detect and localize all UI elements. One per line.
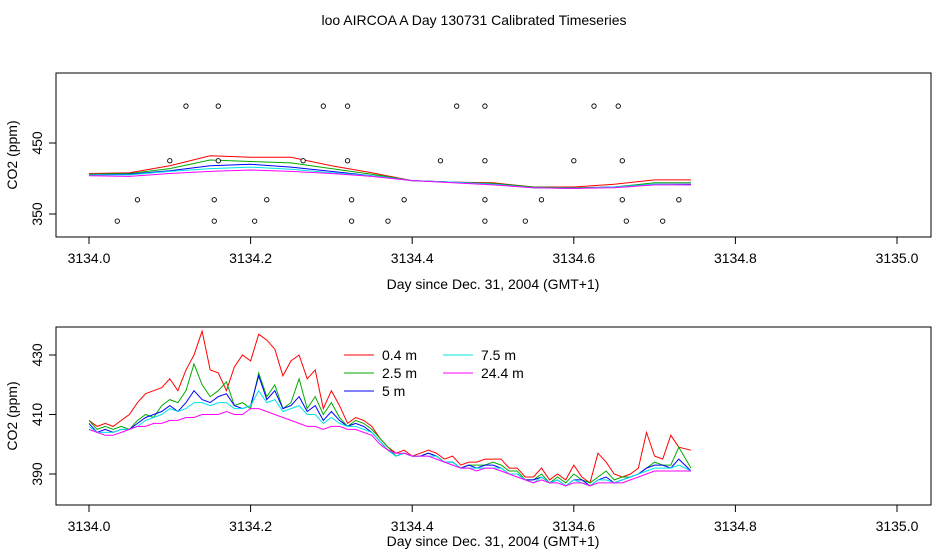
bottom-y-tick-label: 410 bbox=[29, 403, 45, 427]
top-point-marker bbox=[482, 158, 488, 164]
top-point-marker bbox=[114, 218, 120, 224]
top-point-marker bbox=[623, 218, 629, 224]
legend-label: 2.5 m bbox=[382, 365, 417, 381]
top-point-marker bbox=[522, 218, 528, 224]
top-y-tick-label: 450 bbox=[29, 131, 45, 155]
top-point-marker bbox=[167, 158, 173, 164]
bottom-x-tick-label: 3135.0 bbox=[876, 518, 919, 534]
bottom-x-tick-label: 3134.2 bbox=[229, 518, 272, 534]
top-point-marker bbox=[482, 197, 488, 203]
top-y-axis-label: CO2 (ppm) bbox=[4, 120, 20, 189]
top-point-marker bbox=[437, 158, 444, 164]
top-point-marker bbox=[183, 103, 189, 109]
top-point-marker bbox=[538, 197, 545, 203]
top-point-marker bbox=[348, 197, 355, 203]
top-point-marker bbox=[211, 197, 217, 203]
legend-label: 0.4 m bbox=[382, 347, 417, 363]
top-series-line-2-5-m bbox=[88, 159, 691, 189]
top-point-marker bbox=[453, 103, 460, 109]
top-series-line-24-4-m bbox=[88, 169, 691, 189]
top-point-marker bbox=[320, 103, 326, 109]
top-plot-frame bbox=[55, 72, 932, 238]
top-point-marker bbox=[385, 218, 391, 224]
bottom-panel: 3134.0 3134.2 3134.4 3134.6 3134.8 3135.0 390 4… bbox=[4, 326, 932, 549]
top-x-tick-label: 3134.4 bbox=[391, 250, 434, 266]
bottom-plot-frame bbox=[55, 326, 932, 506]
figure-title: loo AIRCOA A Day 130731 Calibrated Times… bbox=[321, 12, 626, 28]
top-point-marker bbox=[615, 103, 621, 109]
top-point-marker bbox=[591, 103, 597, 109]
bottom-x-tick-label: 3134.6 bbox=[552, 518, 595, 534]
top-point-marker bbox=[344, 158, 351, 164]
top-x-tick-label: 3134.0 bbox=[68, 250, 111, 266]
bottom-y-tick-label: 390 bbox=[29, 462, 45, 486]
top-point-marker bbox=[619, 158, 625, 164]
top-point-marker bbox=[348, 218, 355, 224]
top-point-marker bbox=[211, 218, 217, 224]
top-point-marker bbox=[571, 158, 577, 164]
top-x-tick-label: 3134.6 bbox=[552, 250, 595, 266]
legend-label: 5 m bbox=[382, 383, 405, 399]
bottom-x-tick-label: 3134.8 bbox=[714, 518, 757, 534]
top-panel: 3134.0 3134.2 3134.4 3134.6 3134.8 3135.0 350 4… bbox=[4, 72, 932, 292]
top-point-marker bbox=[344, 103, 351, 109]
top-point-marker bbox=[482, 103, 488, 109]
top-point-marker bbox=[251, 218, 258, 224]
top-x-tick-label: 3135.0 bbox=[876, 250, 919, 266]
top-point-marker bbox=[676, 197, 682, 203]
bottom-plot-area bbox=[88, 329, 692, 487]
legend-label: 7.5 m bbox=[481, 347, 516, 363]
top-point-marker bbox=[264, 197, 270, 203]
top-point-marker bbox=[482, 218, 488, 224]
top-point-marker bbox=[300, 158, 306, 164]
top-series-line-0-4-m bbox=[88, 155, 691, 188]
bottom-y-tick-label: 430 bbox=[29, 343, 45, 367]
top-axes: 3134.0 3134.2 3134.4 3134.6 3134.8 3135.0 350 4… bbox=[29, 131, 919, 266]
bottom-series-line-2-5-m bbox=[88, 362, 692, 484]
top-x-axis-label: Day since Dec. 31, 2004 (GMT+1) bbox=[387, 276, 600, 292]
bottom-series-line-24-4-m bbox=[88, 408, 691, 487]
bottom-x-axis-label: Day since Dec. 31, 2004 (GMT+1) bbox=[387, 533, 600, 549]
top-point-marker bbox=[134, 197, 141, 203]
bottom-series-line-7-5-m bbox=[88, 389, 692, 487]
legend: 0.4 m 2.5 m 5 m 7.5 m 24.4 m bbox=[344, 347, 524, 399]
top-x-tick-label: 3134.8 bbox=[714, 250, 757, 266]
top-point-marker bbox=[619, 197, 625, 203]
top-point-marker bbox=[215, 103, 221, 109]
bottom-x-tick-label: 3134.4 bbox=[391, 518, 434, 534]
top-plot-area bbox=[88, 103, 692, 224]
top-point-marker bbox=[215, 158, 221, 164]
bottom-axes: 3134.0 3134.2 3134.4 3134.6 3134.8 3135.0 390 4… bbox=[29, 343, 919, 534]
legend-label: 24.4 m bbox=[481, 365, 524, 381]
top-point-marker bbox=[401, 197, 407, 203]
bottom-y-axis-label: CO2 (ppm) bbox=[4, 381, 20, 450]
top-x-tick-label: 3134.2 bbox=[229, 250, 272, 266]
top-y-tick-label: 350 bbox=[29, 202, 45, 226]
top-point-marker bbox=[660, 218, 666, 224]
bottom-x-tick-label: 3134.0 bbox=[68, 518, 111, 534]
